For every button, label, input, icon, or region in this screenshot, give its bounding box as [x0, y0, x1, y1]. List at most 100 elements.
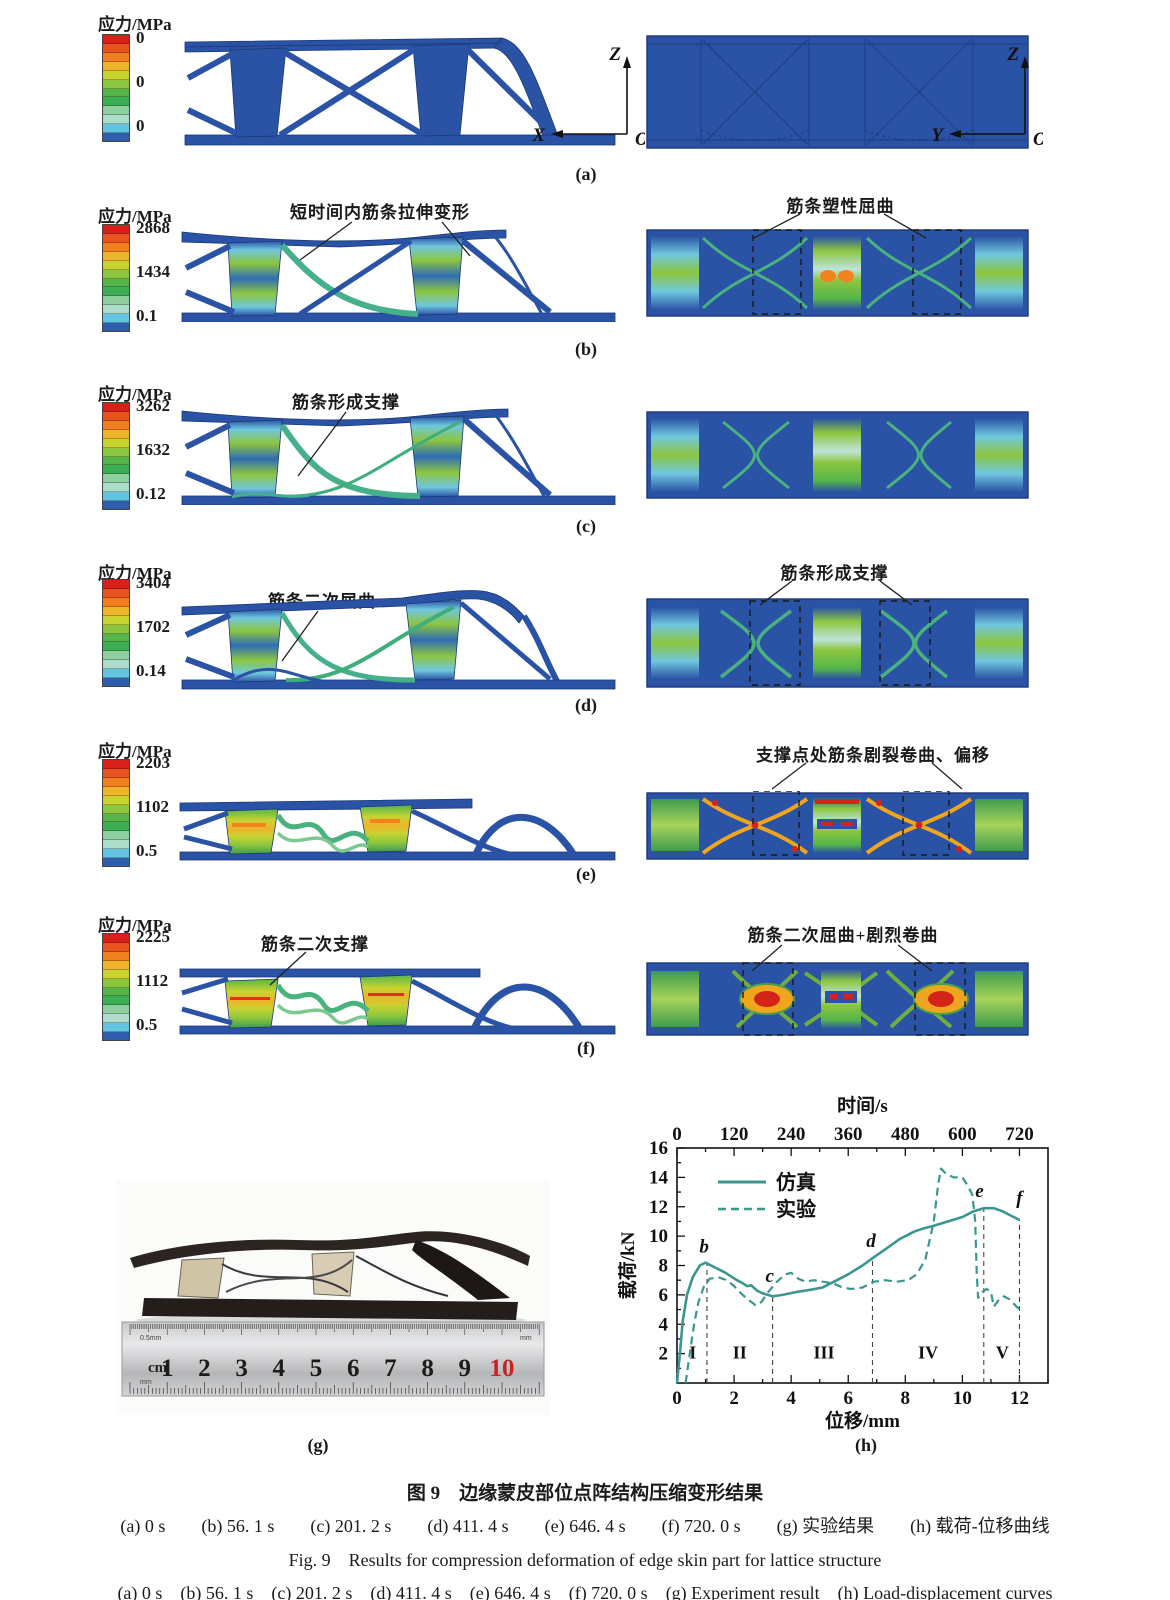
- fem-front-view-f: [645, 961, 1030, 1039]
- annotation-right-e: 支撑点处筋条剧裂卷曲、偏移: [756, 746, 990, 765]
- svg-text:0: 0: [672, 1388, 682, 1409]
- svg-text:5: 5: [310, 1355, 323, 1382]
- svg-text:0: 0: [672, 1124, 682, 1145]
- stress-colorbar: [102, 402, 130, 510]
- svg-text:实验: 实验: [776, 1197, 816, 1221]
- panel-f: 应力/MPa 2225 1112 0.5 筋条二次支撑 筋条二次屈曲+剧烈卷曲 …: [0, 905, 1170, 1085]
- svg-text:0.5mm: 0.5mm: [140, 1335, 162, 1342]
- stress-colorbar: [102, 34, 130, 142]
- svg-text:120: 120: [720, 1124, 749, 1145]
- stress-colorbar: [102, 933, 130, 1041]
- svg-text:9: 9: [459, 1355, 472, 1382]
- svg-text:4: 4: [786, 1388, 796, 1409]
- annotation-left-f: 筋条二次支撑: [261, 935, 369, 954]
- colorbar-mid-label: 1702: [136, 617, 170, 636]
- svg-text:IV: IV: [918, 1343, 938, 1363]
- fem-side-view-e: [170, 791, 625, 865]
- colorbar-min-label: 0.5: [136, 1015, 158, 1034]
- svg-text:8: 8: [659, 1256, 669, 1277]
- annotation-right-b: 筋条塑性屈曲: [786, 197, 895, 216]
- svg-text:c: c: [766, 1266, 775, 1287]
- panel-label-c: (c): [576, 516, 596, 536]
- colorbar-title: 应力/MPa: [98, 385, 172, 404]
- svg-text:cm: cm: [148, 1360, 168, 1376]
- svg-text:f: f: [1016, 1188, 1024, 1209]
- svg-text:X: X: [531, 125, 546, 146]
- svg-text:3: 3: [235, 1355, 248, 1382]
- colorbar-max-label: 2225: [136, 927, 170, 946]
- colorbar-min-label: 0.14: [136, 661, 166, 680]
- svg-text:d: d: [866, 1231, 876, 1252]
- panel-label-f: (f): [577, 1038, 595, 1058]
- caption-en-title: Fig. 9 Results for compression deformati…: [288, 1550, 882, 1570]
- svg-text:1: 1: [161, 1355, 174, 1382]
- panel-d: 应力/MPa 3404 1702 0.14 筋条二次屈曲 筋条形成支撑 (d): [0, 551, 1170, 731]
- colorbar-min-label: 0.1: [136, 306, 158, 325]
- fem-side-view-d: [170, 585, 625, 695]
- fem-front-view-d: [645, 597, 1030, 689]
- svg-text:b: b: [699, 1237, 709, 1258]
- svg-text:8: 8: [421, 1355, 434, 1382]
- svg-text:600: 600: [948, 1124, 977, 1145]
- colorbar-max-label: 2868: [136, 218, 170, 237]
- svg-text:16: 16: [649, 1138, 668, 1159]
- svg-text:2: 2: [729, 1388, 739, 1409]
- svg-text:4: 4: [659, 1314, 669, 1335]
- svg-text:2: 2: [198, 1355, 211, 1382]
- svg-text:10: 10: [953, 1388, 972, 1409]
- panel-label-a: (a): [575, 164, 597, 184]
- svg-text:仿真: 仿真: [776, 1170, 816, 1194]
- svg-text:14: 14: [649, 1167, 669, 1188]
- svg-text:载荷/kN: 载荷/kN: [618, 1231, 639, 1299]
- panel-c: 应力/MPa 3262 1632 0.12 筋条形成支撑 (c): [0, 374, 1170, 554]
- colorbar-mid-label: 1632: [136, 440, 170, 459]
- svg-text:10: 10: [649, 1226, 668, 1247]
- panel-label-h: (h): [855, 1435, 877, 1455]
- fem-front-view-e: [645, 791, 1030, 863]
- svg-text:6: 6: [347, 1355, 360, 1382]
- fem-front-view-a: [645, 32, 1030, 152]
- colorbar-max-label: 3262: [136, 396, 170, 415]
- svg-text:7: 7: [384, 1355, 397, 1382]
- colorbar-min-label: 0: [136, 116, 145, 135]
- colorbar-max-label: 3404: [136, 573, 170, 592]
- svg-text:V: V: [996, 1343, 1009, 1363]
- colorbar-max-label: 2203: [136, 753, 170, 772]
- coordinate-axes-yz: Z Y O: [913, 42, 1047, 150]
- fem-side-view-b: [170, 228, 625, 322]
- annotation-left-b: 短时间内筋条拉伸变形: [290, 203, 470, 222]
- svg-text:时间/s: 时间/s: [837, 1095, 888, 1117]
- svg-text:12: 12: [649, 1197, 668, 1218]
- panel-label-g: (g): [307, 1435, 329, 1455]
- svg-text:II: II: [733, 1343, 747, 1363]
- svg-text:4: 4: [273, 1355, 286, 1382]
- fem-front-view-c: [645, 410, 1030, 500]
- colorbar-max-label: 0: [136, 28, 145, 47]
- svg-text:I: I: [689, 1343, 696, 1363]
- annotation-left-c: 筋条形成支撑: [292, 393, 400, 412]
- annotation-right-d: 筋条形成支撑: [780, 564, 889, 583]
- svg-text:Z: Z: [1006, 44, 1019, 65]
- experiment-photo: 0.5mm mm mm cm 1 2 3 4 5 6 7 8 9 10: [116, 1180, 550, 1415]
- annotation-right-f: 筋条二次屈曲+剧烈卷曲: [747, 926, 939, 945]
- panel-label-b: (b): [575, 339, 597, 359]
- colorbar-mid-label: 1102: [136, 797, 170, 816]
- svg-text:2: 2: [659, 1344, 669, 1365]
- colorbar-mid-label: 0: [136, 72, 145, 91]
- svg-text:Z: Z: [608, 44, 621, 65]
- svg-text:8: 8: [901, 1388, 911, 1409]
- load-displacement-chart: 0 2 4 6 8 10 12 2 4 6 8 10 12 14 16 0 120 240 360 480 600 720…: [618, 1078, 1078, 1430]
- svg-text:mm: mm: [520, 1335, 532, 1342]
- svg-text:480: 480: [891, 1124, 920, 1145]
- colorbar-mid-label: 1112: [136, 971, 169, 990]
- colorbar-min-label: 0.12: [136, 484, 166, 503]
- svg-text:Y: Y: [931, 125, 945, 146]
- svg-text:O: O: [1033, 129, 1043, 150]
- svg-text:240: 240: [777, 1124, 806, 1145]
- panel-label-e: (e): [576, 864, 596, 884]
- stress-colorbar: [102, 759, 130, 867]
- colorbar-title: 应力/MPa: [98, 564, 172, 583]
- svg-text:mm: mm: [140, 1379, 152, 1386]
- fem-front-view-b: [645, 228, 1030, 318]
